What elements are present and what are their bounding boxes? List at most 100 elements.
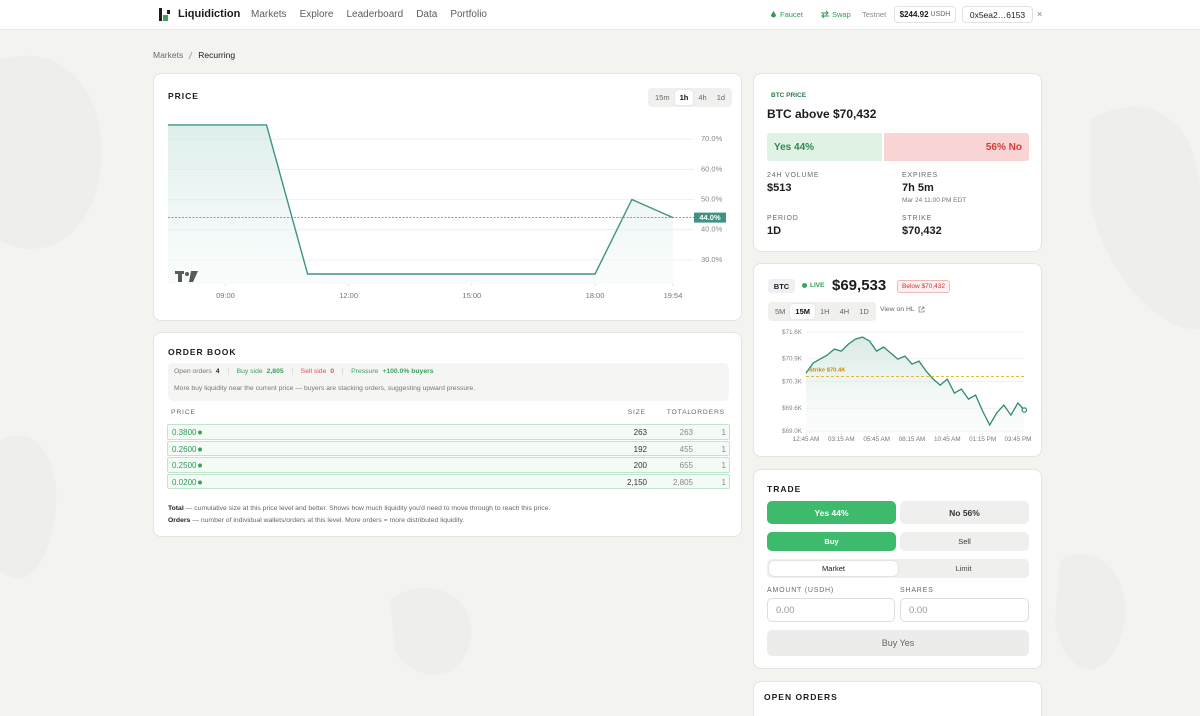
x-tick-label: 03:15 AM — [828, 436, 855, 443]
timeframe-button[interactable]: 15m — [655, 93, 670, 102]
market-label: BTC PRICE — [771, 92, 807, 99]
breadcrumb: Markets Recurring — [153, 50, 235, 60]
order-type: Market — [822, 564, 845, 573]
order-type-limit[interactable]: Limit — [900, 561, 1027, 576]
x-tick-label: 10:45 AM — [934, 436, 961, 443]
market-stats: 24H VOLUME $513 EXPIRES 7h 5m Mar 24 11:00 P… — [767, 172, 1037, 252]
status: LIVE — [810, 282, 825, 289]
disconnect[interactable]: × — [1037, 9, 1043, 19]
stat-value: 4 — [215, 368, 220, 375]
nav-link[interactable]: Portfolio — [450, 9, 487, 20]
shares-input[interactable]: 0.00 — [900, 598, 1029, 622]
stat-value: 1D — [767, 225, 782, 237]
column-header: PRICE — [171, 409, 196, 416]
cell: 0.0200 — [172, 477, 197, 487]
live-dot — [802, 283, 807, 288]
note: Orders — number of individual wallets/or… — [168, 515, 550, 527]
y-tick-label: 40.0% — [701, 225, 723, 234]
y-tick-label: $71.6K — [782, 329, 803, 336]
order-type-market[interactable]: Market — [769, 561, 898, 576]
asset-pill: BTC — [768, 279, 795, 293]
dot — [198, 430, 202, 435]
swap-label: Swap — [832, 10, 851, 19]
stat-value: 2,805 — [266, 368, 284, 375]
outcome-yes[interactable]: Yes 44% — [767, 501, 896, 524]
wallet[interactable]: 0x5ea2…6153 — [962, 6, 1033, 23]
yes-segment: Yes 44% — [767, 133, 883, 161]
logo — [159, 8, 170, 21]
placeholder: 0.00 — [776, 605, 795, 616]
stat-label: 24H VOLUME — [767, 172, 820, 179]
timeframe-button[interactable]: 1d — [716, 93, 726, 102]
column-header: TOTAL — [666, 409, 692, 416]
stat-value: 7h 5m — [902, 182, 934, 194]
timeframe-button[interactable]: 1D — [859, 307, 869, 316]
note-text: — number of individual wallets/orders at… — [192, 517, 465, 524]
y-tick-label: $70.3K — [782, 378, 803, 385]
order-row[interactable]: 0.2500 200 655 1 — [167, 457, 730, 473]
section-title: TRADE — [767, 484, 802, 494]
x-tick-label: 18:00 — [586, 291, 605, 300]
input-label: SHARES — [900, 587, 934, 594]
timeframe-button[interactable]: 15M — [790, 304, 816, 319]
market-card: BTC PRICE BTC above $70,432 Yes 44% 56% N… — [753, 73, 1042, 252]
side-buy[interactable]: Buy — [767, 532, 896, 551]
order-row[interactable]: 0.0200 2,150 2,805 1 — [167, 473, 730, 489]
x-tick-label: 12:00 — [339, 291, 358, 300]
price-card: PRICE 15m 1h 4h 1d 30.0% 40.0% 50.0% 60.0% 70.0… — [153, 73, 742, 321]
side: Sell — [958, 537, 971, 546]
stat: Open orders 4 — [174, 368, 228, 375]
swap-link[interactable]: Swap — [821, 10, 851, 19]
last-point — [1021, 407, 1028, 413]
timeframe-button[interactable]: 4H — [839, 307, 850, 316]
stat-value: $513 — [767, 182, 792, 194]
column-header: ORDERS — [691, 409, 725, 416]
outcome-no[interactable]: No 56% — [900, 501, 1029, 524]
side-sell[interactable]: Sell — [900, 532, 1029, 551]
stat: Pressure +100.0% buyers — [342, 368, 441, 375]
order-row[interactable]: 0.2600 192 455 1 — [167, 440, 730, 456]
y-tick-label: 50.0% — [701, 194, 723, 203]
side: Buy — [824, 537, 839, 546]
faucet-icon — [771, 11, 776, 18]
amount-input[interactable]: 0.00 — [767, 598, 895, 622]
external-link[interactable]: View on HL — [880, 306, 925, 313]
stat-label: Open orders — [174, 368, 212, 375]
submit-button[interactable]: Buy Yes — [767, 630, 1029, 656]
line — [168, 124, 674, 275]
asset: BTC — [773, 281, 790, 291]
nav-link[interactable]: Markets — [251, 9, 287, 20]
timeframe-button[interactable]: 5M — [775, 307, 786, 316]
stat: Buy side 2,805 — [227, 368, 292, 375]
timeframe-switch: 15m 1h 4h 1d — [648, 88, 733, 107]
order-row[interactable]: 0.3800 263 263 1 — [167, 424, 730, 440]
depth-dot — [198, 447, 202, 451]
balance: $244.92 USDH — [894, 6, 956, 23]
timeframe-button[interactable]: 1h — [674, 90, 694, 105]
timeframe-button[interactable]: 4h — [698, 93, 707, 102]
summary: More buy liquidity near the current pric… — [174, 385, 476, 392]
nav-link[interactable]: Explore — [299, 9, 334, 20]
faucet-link[interactable]: Faucet — [770, 10, 803, 19]
dot — [198, 463, 202, 468]
brand[interactable]: Liquidiction — [178, 8, 241, 20]
nav-link[interactable]: Leaderboard — [346, 9, 404, 20]
y-tick-label: 60.0% — [701, 164, 723, 173]
balance-amount: $244.92 — [899, 10, 929, 19]
no-label: 56% No — [985, 141, 1022, 153]
cell: 0.3800 — [172, 428, 197, 437]
dot — [198, 447, 202, 451]
live-status: LIVE — [802, 282, 824, 289]
strike-label: Strike $70.4K — [809, 368, 846, 374]
x-tick-label: 03:45 PM — [1004, 436, 1031, 443]
current-label: 44.0% — [699, 213, 721, 222]
x-tick-label: 08:15 AM — [899, 436, 926, 443]
crumb-link[interactable]: Markets — [153, 50, 184, 60]
line — [805, 336, 1025, 427]
stat-label: Buy side — [236, 368, 263, 375]
nav-link[interactable]: Data — [416, 9, 438, 20]
timeframe-switch: 5M 15M 1H 4H 1D — [768, 302, 876, 321]
timeframe-button[interactable]: 1H — [820, 307, 830, 316]
cell: 0.2500 — [172, 461, 197, 470]
